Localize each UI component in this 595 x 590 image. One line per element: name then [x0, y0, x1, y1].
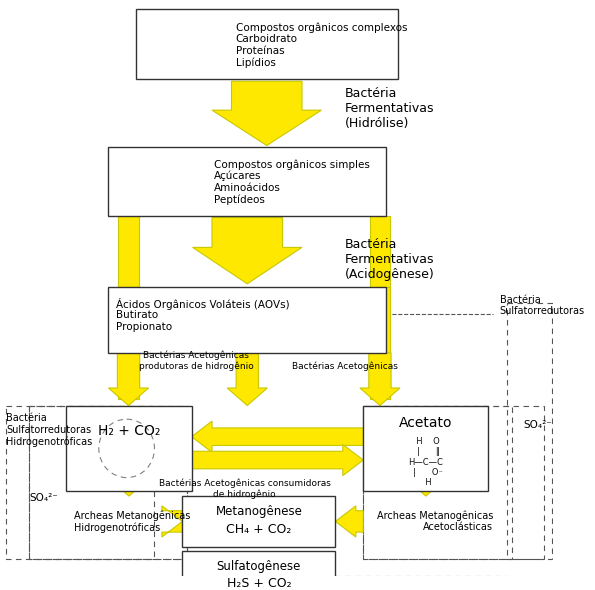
Text: Archeas Metanogênicas
Acetoclásticas: Archeas Metanogênicas Acetoclásticas [377, 510, 493, 532]
Text: Archeas Metanogênicas
Hidrogenotróficas: Archeas Metanogênicas Hidrogenotróficas [74, 510, 190, 533]
Polygon shape [118, 287, 139, 353]
Polygon shape [162, 506, 192, 537]
Bar [182, 550, 336, 590]
Polygon shape [192, 421, 363, 453]
Text: Bactérias Acetogênicas consumidoras
de hidrogênio: Bactérias Acetogênicas consumidoras de h… [158, 478, 330, 499]
Text: H₂ + CO₂: H₂ + CO₂ [98, 424, 160, 438]
Text: SO₄²⁻: SO₄²⁻ [524, 420, 553, 430]
Polygon shape [192, 444, 363, 476]
Polygon shape [406, 478, 446, 496]
Bar [363, 405, 544, 559]
Text: Peptídeos: Peptídeos [214, 194, 265, 205]
Bar [6, 405, 187, 559]
Polygon shape [193, 218, 302, 284]
Bar [363, 405, 512, 559]
Polygon shape [369, 353, 390, 399]
Polygon shape [109, 478, 149, 496]
Text: SO₄²⁻: SO₄²⁻ [29, 493, 58, 503]
Polygon shape [369, 287, 390, 353]
Polygon shape [118, 215, 139, 366]
Text: Compostos orgânicos complexos: Compostos orgânicos complexos [236, 23, 407, 33]
Bar [29, 405, 155, 559]
Polygon shape [360, 353, 400, 405]
Text: H₂S + CO₂: H₂S + CO₂ [227, 577, 291, 590]
Bar [182, 496, 336, 547]
Polygon shape [212, 81, 321, 146]
Text: Butirato: Butirato [115, 310, 158, 320]
Text: Bactéria
Fermentativas
(Acidogênese): Bactéria Fermentativas (Acidogênese) [345, 238, 434, 281]
Text: Bactéria
Fermentativas
(Hidrólise): Bactéria Fermentativas (Hidrólise) [345, 87, 434, 130]
Bar [363, 405, 488, 491]
Bar [108, 287, 386, 353]
Bar [507, 303, 552, 559]
Text: Sulfatogênese: Sulfatogênese [217, 560, 301, 573]
Text: Bactérias Acetogênicas: Bactérias Acetogênicas [292, 362, 397, 372]
Text: Proteínas: Proteínas [236, 46, 284, 56]
Text: H    O
  |      ‖
H—C—C
  |      O⁻
  H: H O | ‖ H—C—C | O⁻ H [408, 437, 443, 487]
Text: CH₄ + CO₂: CH₄ + CO₂ [226, 523, 292, 536]
Text: Lipídios: Lipídios [236, 58, 275, 68]
Text: Carboidrato: Carboidrato [236, 34, 298, 44]
Polygon shape [336, 506, 363, 537]
Bar [66, 405, 192, 491]
Polygon shape [118, 353, 139, 399]
Bar [136, 9, 399, 79]
Polygon shape [227, 353, 267, 405]
Text: Bactéria
Sulfatorredutoras: Bactéria Sulfatorredutoras [500, 294, 585, 316]
Bar [108, 148, 386, 215]
Polygon shape [108, 353, 149, 405]
Text: Acetato: Acetato [399, 416, 453, 430]
Text: Propionato: Propionato [115, 322, 171, 332]
Text: Bactéria
Sulfatorredutoras
Hidrogenotróficas: Bactéria Sulfatorredutoras Hidrogenotróf… [6, 413, 92, 447]
Bar [29, 405, 187, 559]
Text: Ácidos Orgânicos Voláteis (AOVs): Ácidos Orgânicos Voláteis (AOVs) [115, 299, 289, 310]
Text: Bactérias Acetogênicas
produtoras de hidrogênio: Bactérias Acetogênicas produtoras de hid… [139, 351, 253, 372]
Text: Metanogênese: Metanogênese [215, 505, 302, 518]
Text: Açúcares: Açúcares [214, 171, 261, 181]
Text: Compostos orgânicos simples: Compostos orgânicos simples [214, 159, 369, 170]
Polygon shape [369, 215, 390, 366]
Text: Aminoácidos: Aminoácidos [214, 182, 281, 192]
